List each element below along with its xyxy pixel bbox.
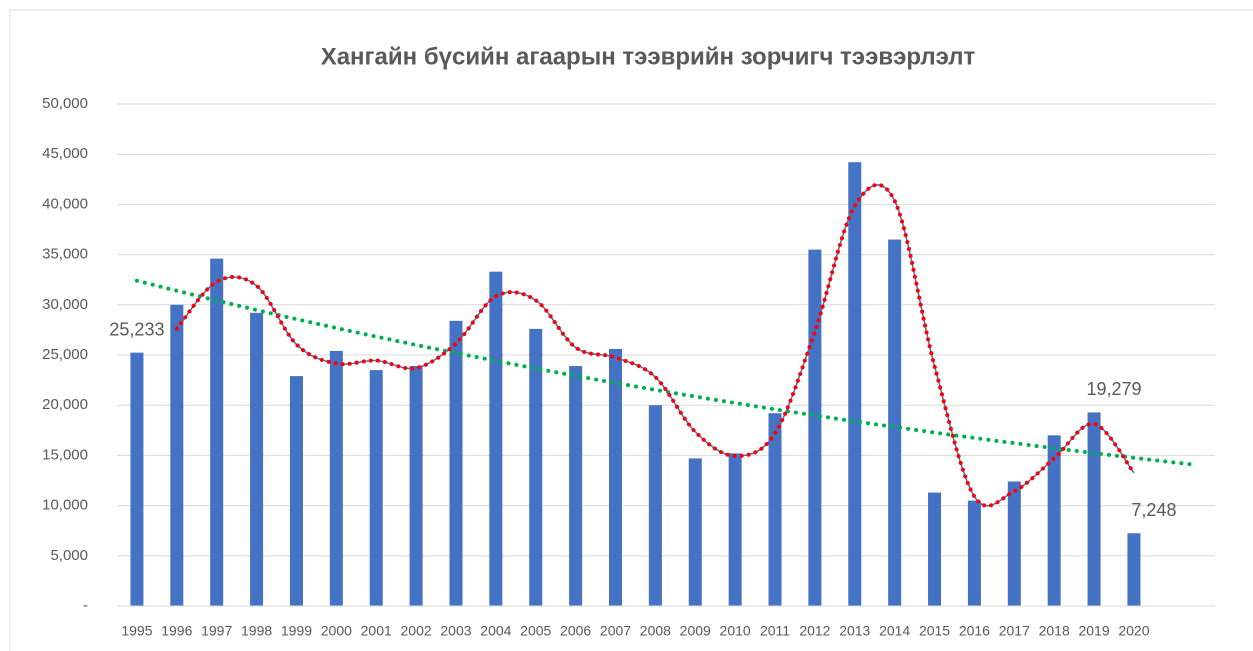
bar (329, 350, 343, 606)
x-tick-label: 2014 (879, 623, 910, 639)
bar (967, 500, 981, 606)
x-tick-label: 2013 (839, 623, 870, 639)
x-tick-label: 2010 (720, 623, 751, 639)
x-tick-label: 2019 (1078, 623, 1109, 639)
chart-title: Хангайн бүсийн агаарын тээврийн зорчигч … (321, 43, 976, 70)
x-tick-label: 1998 (241, 623, 272, 639)
y-tick-label: 50,000 (42, 95, 88, 112)
x-tick-label: 2016 (959, 623, 990, 639)
x-tick-label: 2018 (1039, 623, 1070, 639)
chart-border (9, 9, 1253, 651)
bar (170, 304, 184, 606)
bar (768, 413, 782, 606)
bar (888, 239, 902, 607)
x-tick-label: 2015 (919, 623, 950, 639)
x-tick-label: 2002 (401, 623, 432, 639)
y-tick-label: 10,000 (42, 497, 88, 514)
data-label: 25,233 (109, 319, 164, 339)
x-tick-label: 2012 (799, 623, 830, 639)
bar (130, 352, 144, 606)
y-tick-label: - (83, 597, 88, 614)
moving-average (174, 182, 1136, 508)
bar (289, 376, 303, 606)
bar (569, 366, 583, 606)
bar (1127, 533, 1141, 606)
y-tick-label: 25,000 (42, 346, 88, 363)
x-tick-label: 2005 (520, 623, 551, 639)
data-label: 19,279 (1087, 379, 1142, 399)
x-tick-label: 2006 (560, 623, 591, 639)
y-tick-label: 15,000 (42, 446, 88, 463)
x-tick-label: 2001 (361, 623, 392, 639)
bar (1087, 412, 1101, 606)
bar (369, 370, 383, 606)
x-tick-label: 2008 (640, 623, 671, 639)
x-tick-label: 1995 (121, 623, 152, 639)
bar (728, 453, 742, 606)
x-tick-label: 1997 (201, 623, 232, 639)
x-tick-label: 2020 (1118, 623, 1149, 639)
bar (529, 328, 543, 606)
bar (688, 458, 702, 606)
data-label: 7,248 (1131, 500, 1176, 520)
y-tick-label: 20,000 (42, 396, 88, 413)
bar (808, 249, 822, 606)
bar (609, 348, 622, 606)
y-tick-label: 30,000 (42, 296, 88, 313)
y-tick-label: 35,000 (42, 246, 88, 263)
bar (928, 492, 942, 606)
bar (489, 271, 503, 606)
x-tick-label: 2011 (760, 623, 790, 639)
y-tick-label: 5,000 (50, 547, 88, 564)
x-tick-label: 2004 (480, 623, 511, 639)
y-tick-label: 45,000 (42, 145, 88, 162)
x-tick-label: 1999 (281, 623, 312, 639)
y-tick-label: 40,000 (42, 195, 88, 212)
bar (1007, 481, 1021, 606)
bar (648, 405, 662, 606)
bar (848, 162, 862, 606)
bar (1047, 435, 1061, 606)
bar (250, 312, 264, 606)
x-tick-label: 2000 (321, 623, 352, 639)
bar (409, 366, 423, 606)
bar (449, 320, 463, 606)
x-tick-label: 2007 (600, 623, 631, 639)
bar (210, 258, 224, 606)
x-tick-label: 2017 (999, 623, 1030, 639)
x-tick-label: 2009 (680, 623, 711, 639)
x-tick-label: 2003 (440, 623, 471, 639)
x-tick-label: 1996 (161, 623, 192, 639)
